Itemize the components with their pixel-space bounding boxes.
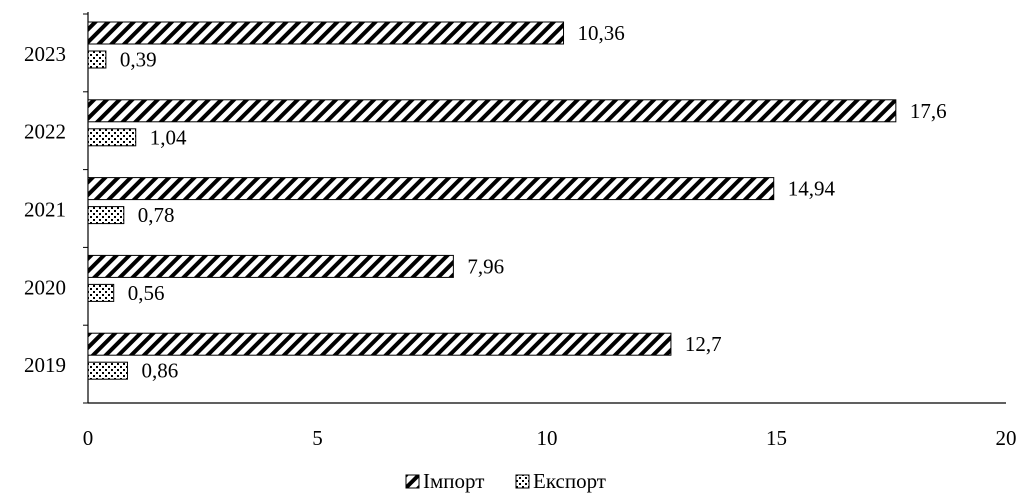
- bar-export: [87, 361, 128, 380]
- plot-area: 0 5 10 15 20 2019 12,7 0,86 2020 7,96 0,56 2021 14,9…: [24, 12, 1017, 450]
- x-tick-label: 20: [996, 426, 1017, 450]
- data-label: 0,56: [128, 281, 165, 305]
- bar-import: [87, 99, 897, 123]
- data-label: 1,04: [150, 125, 187, 149]
- data-label: 10,36: [578, 21, 625, 45]
- data-label: 0,39: [120, 48, 157, 72]
- data-label: 0,78: [138, 203, 175, 227]
- data-label: 17,6: [910, 99, 947, 123]
- y-tick-label: 2019: [24, 353, 66, 377]
- legend-swatch-import: [405, 474, 420, 489]
- bar-import: [87, 254, 454, 278]
- legend-label-export: Експорт: [533, 469, 606, 493]
- bar-export: [87, 206, 125, 225]
- y-tick-label: 2023: [24, 42, 66, 66]
- legend-swatch-export: [515, 474, 530, 489]
- data-label: 0,86: [141, 359, 178, 383]
- bar-import: [87, 21, 565, 45]
- x-tick-label: 10: [537, 426, 558, 450]
- bar-import: [87, 177, 775, 201]
- data-label: 7,96: [467, 254, 504, 278]
- data-label: 14,94: [788, 177, 836, 201]
- bar-export: [87, 50, 107, 69]
- x-tick-label: 0: [83, 426, 94, 450]
- legend-label-import: Імпорт: [423, 469, 484, 493]
- legend: Імпорт Експорт: [405, 469, 606, 493]
- y-tick-label: 2022: [24, 120, 66, 144]
- x-tick-label: 15: [766, 426, 787, 450]
- y-tick-label: 2021: [24, 198, 66, 222]
- y-tick-label: 2020: [24, 275, 66, 299]
- x-tick-label: 5: [312, 426, 323, 450]
- data-label: 12,7: [685, 332, 722, 356]
- bar-export: [87, 283, 115, 302]
- bar-export: [87, 128, 137, 147]
- bar-import: [87, 332, 672, 356]
